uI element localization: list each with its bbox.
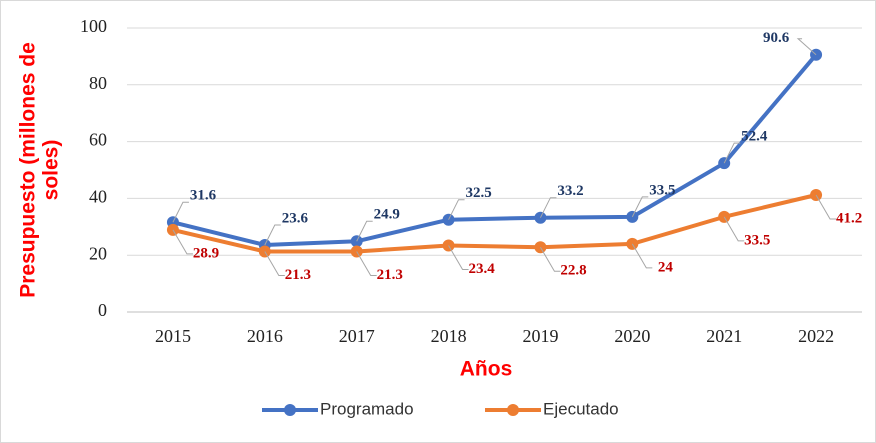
y-tick-label: 100 (80, 16, 107, 36)
data-label: 52.4 (741, 129, 768, 145)
x-tick-label: 2015 (155, 326, 191, 346)
data-label: 21.3 (377, 267, 403, 283)
leader-line (356, 251, 377, 277)
legend-label: Programado (320, 399, 414, 418)
y-tick-label: 40 (89, 187, 107, 207)
leader-line (631, 196, 649, 218)
data-label: 28.9 (193, 245, 219, 261)
data-label: 31.6 (190, 188, 217, 204)
leader-line (448, 245, 469, 271)
y-axis-label-line: Presupuesto (millones de (17, 42, 40, 298)
data-label: 41.2 (836, 210, 862, 226)
x-tick-label: 2017 (339, 326, 375, 346)
x-axis-label: Años (460, 358, 513, 381)
x-tick-label: 2016 (247, 326, 283, 346)
legend-label: Ejecutado (543, 399, 619, 418)
x-tick-label: 2021 (706, 326, 742, 346)
leader-line (815, 194, 837, 220)
leader-line (172, 201, 189, 223)
legend-marker (507, 404, 519, 416)
data-label: 23.6 (282, 210, 309, 226)
series-line (172, 53, 818, 247)
data-label: 32.5 (465, 185, 491, 201)
data-label: 24 (658, 259, 674, 275)
legend-marker (284, 404, 296, 416)
data-label: 33.5 (744, 232, 770, 248)
leader-line (539, 197, 557, 218)
leader-line (796, 38, 817, 56)
leader-line (264, 224, 281, 246)
leader-line (172, 229, 193, 255)
y-axis-label: Presupuesto (millones de soles) (17, 42, 63, 298)
data-label: 23.4 (468, 261, 495, 277)
x-tick-label: 2020 (614, 326, 650, 346)
series-line (172, 193, 817, 254)
leader-line (723, 142, 741, 164)
data-label: 24.9 (374, 207, 400, 223)
leader-line (540, 246, 561, 272)
leader-line (356, 220, 373, 242)
y-axis-label-line: soles) (40, 140, 63, 201)
data-label: 33.2 (557, 183, 583, 199)
x-tick-label: 2018 (431, 326, 467, 346)
y-tick-label: 60 (89, 130, 107, 150)
data-label: 90.6 (763, 30, 790, 46)
leader-line (448, 199, 465, 220)
leader-line (631, 243, 653, 269)
x-tick-label: 2022 (798, 326, 834, 346)
x-tick-label: 2019 (522, 326, 558, 346)
data-label: 22.8 (560, 263, 586, 279)
y-tick-label: 0 (98, 300, 107, 320)
leader-line (264, 251, 285, 277)
leader-line (723, 216, 745, 242)
y-tick-label: 80 (89, 73, 107, 93)
data-label: 33.5 (649, 182, 675, 198)
y-tick-label: 20 (89, 243, 107, 263)
data-label: 21.3 (285, 267, 311, 283)
